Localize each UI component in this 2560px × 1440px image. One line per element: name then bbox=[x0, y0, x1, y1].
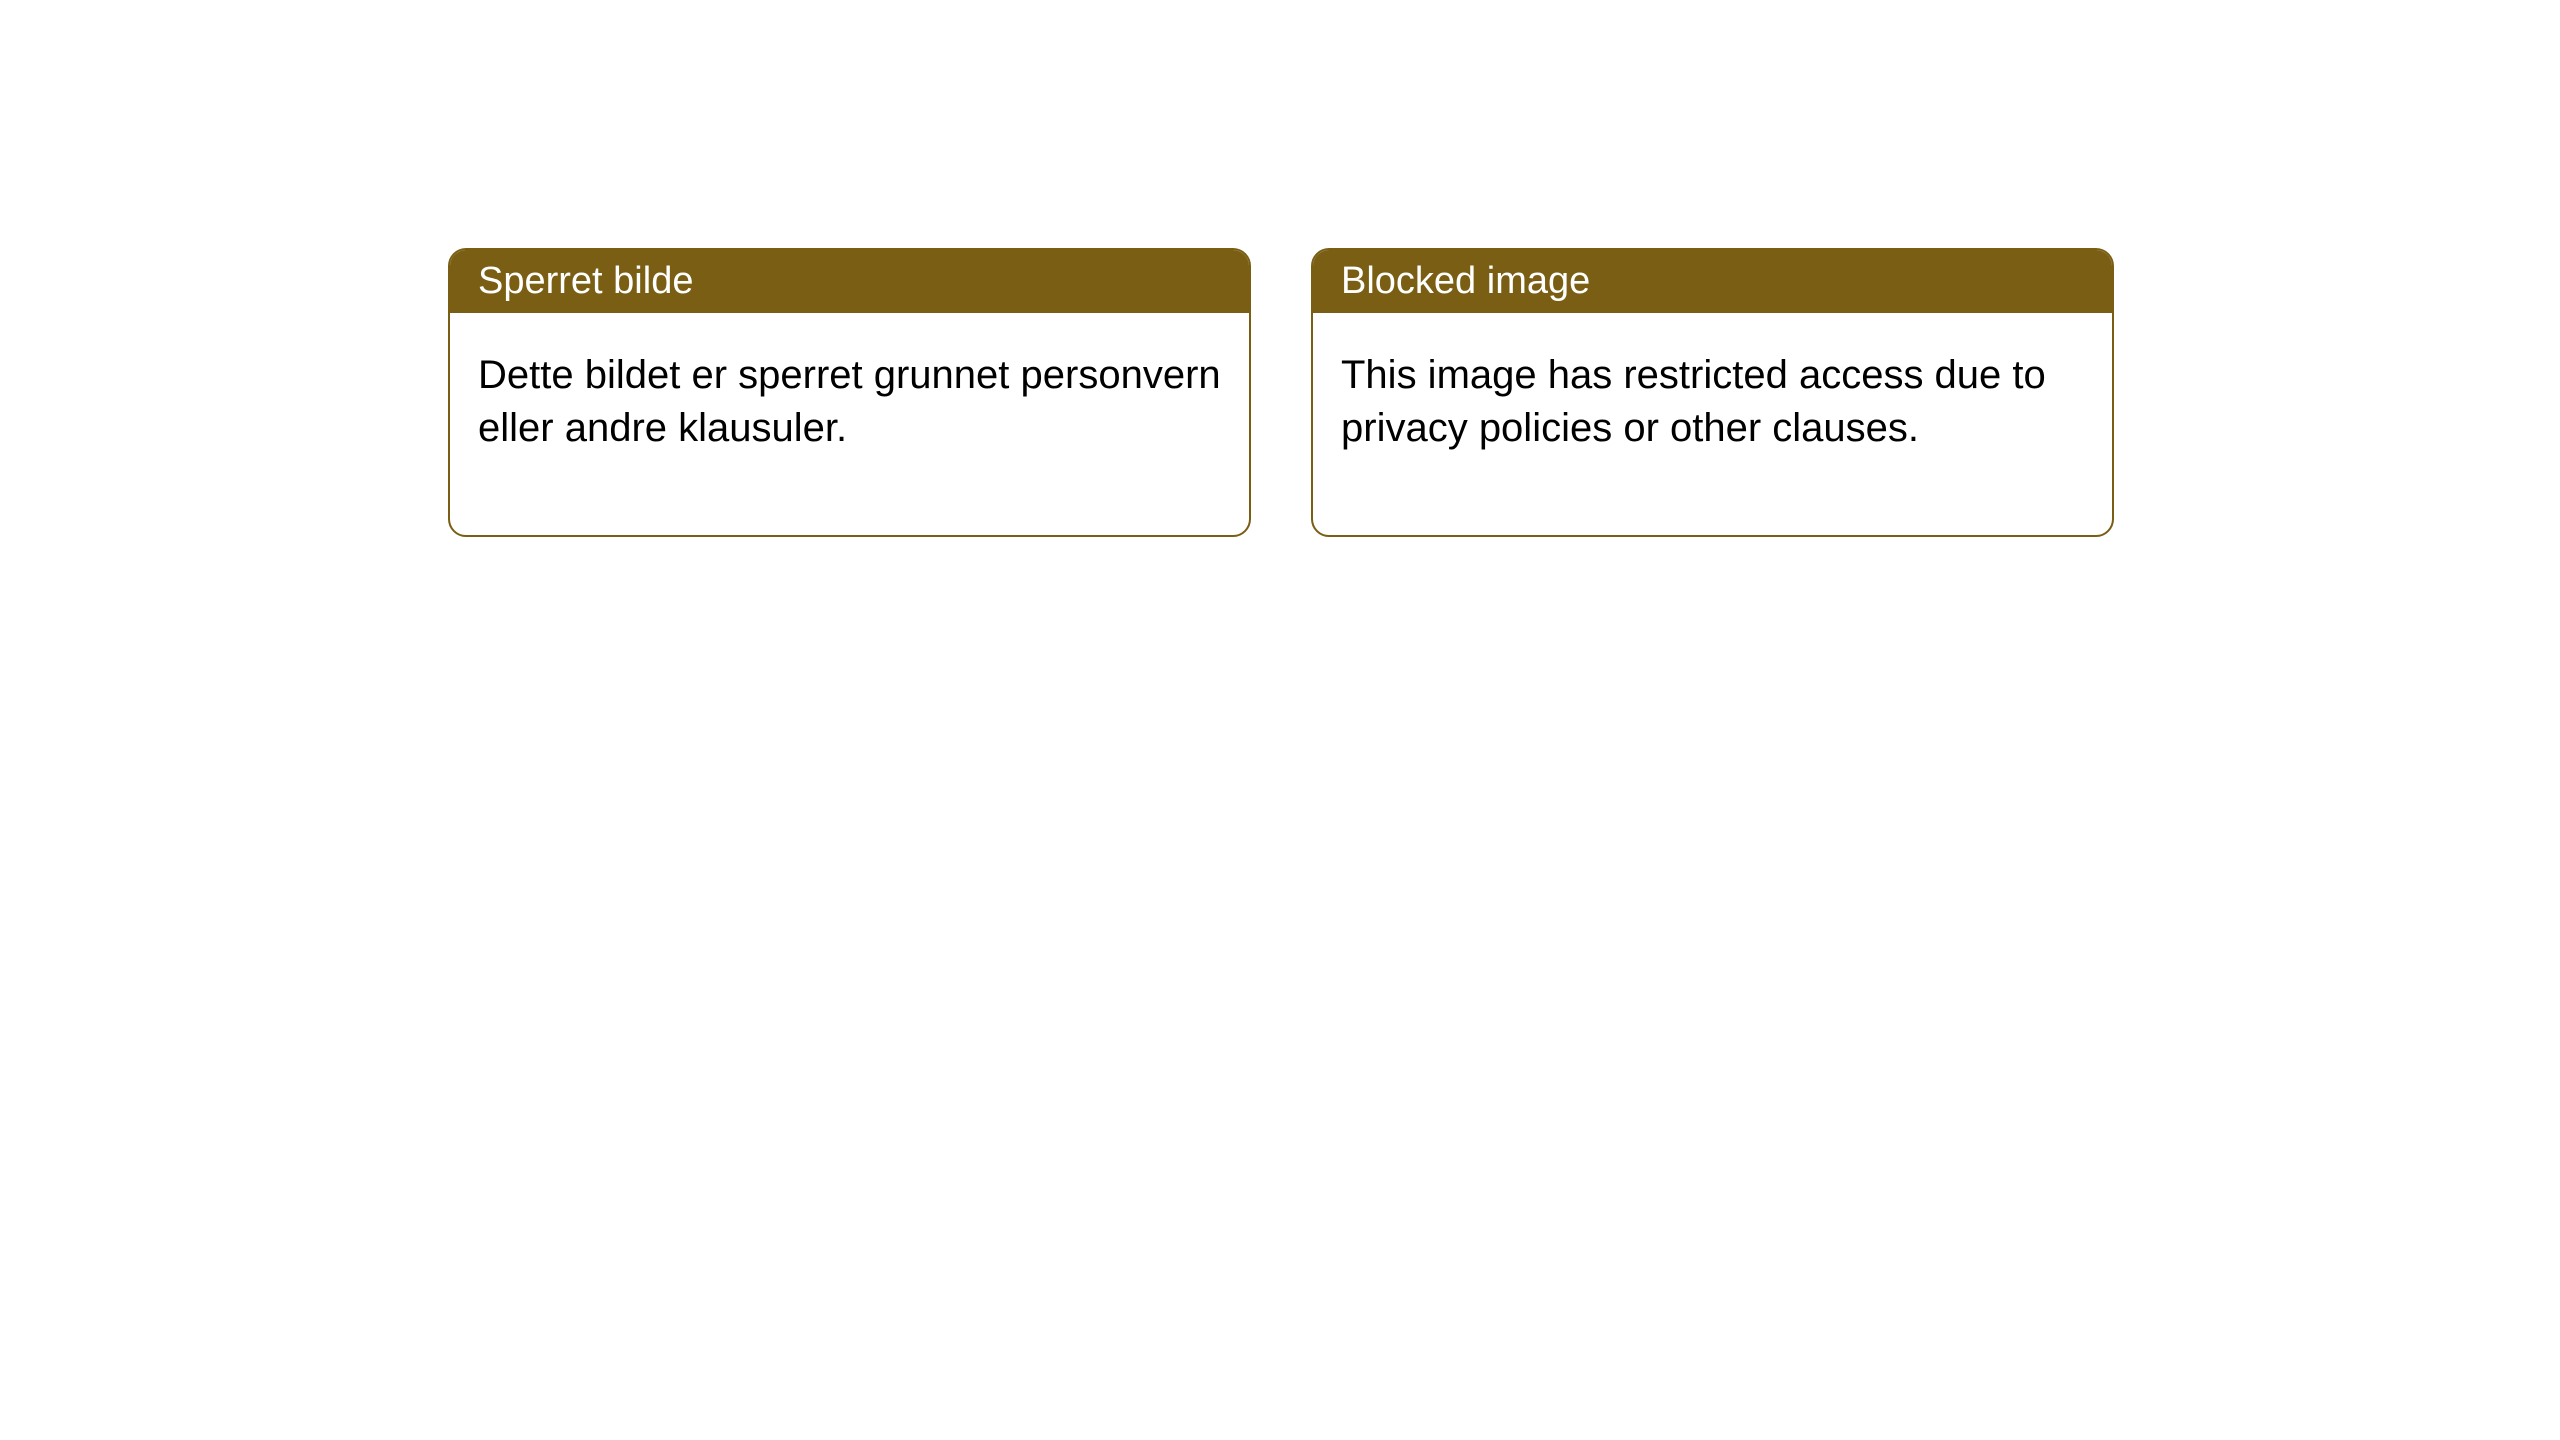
notice-container: Sperret bilde Dette bildet er sperret gr… bbox=[448, 248, 2114, 537]
notice-card-body: Dette bildet er sperret grunnet personve… bbox=[450, 313, 1249, 535]
notice-card-header: Blocked image bbox=[1313, 250, 2112, 313]
notice-body-text: This image has restricted access due to … bbox=[1341, 353, 2046, 450]
notice-card-header: Sperret bilde bbox=[450, 250, 1249, 313]
notice-title: Sperret bilde bbox=[478, 260, 693, 302]
notice-title: Blocked image bbox=[1341, 260, 1590, 302]
notice-card-body: This image has restricted access due to … bbox=[1313, 313, 2112, 535]
notice-card-no: Sperret bilde Dette bildet er sperret gr… bbox=[448, 248, 1251, 537]
notice-card-en: Blocked image This image has restricted … bbox=[1311, 248, 2114, 537]
notice-body-text: Dette bildet er sperret grunnet personve… bbox=[478, 353, 1221, 450]
